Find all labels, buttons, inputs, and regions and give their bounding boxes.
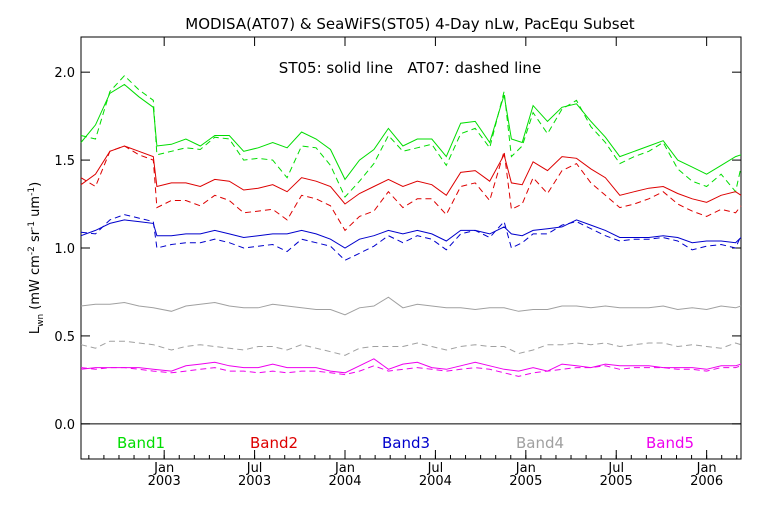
y-axis-label-units-a: (mW cm: [28, 255, 43, 314]
legend-label-band1: Band1: [117, 434, 165, 452]
series-line-band3-at07: [80, 214, 742, 261]
legend-label-band5: Band5: [646, 434, 694, 452]
x-tick-year-label: 2003: [148, 474, 181, 489]
y-tick-label: 0.5: [54, 330, 75, 345]
plot-area: 0.00.51.01.52.0Jan2003Jul2003Jan2004Jul2…: [54, 36, 742, 489]
x-tick-month-label: Jan: [515, 461, 536, 476]
y-tick-label: 2.0: [54, 66, 75, 81]
y-axis-label-main: L: [28, 326, 43, 334]
plot-frame: [80, 36, 742, 460]
y-tick-label: 1.0: [54, 242, 75, 257]
x-tick-month-label: Jan: [153, 461, 174, 476]
x-tick-year-label: 2004: [419, 474, 452, 489]
x-tick-year-label: 2005: [509, 474, 542, 489]
series-line-band4-st05: [80, 296, 742, 316]
series-line-band2-at07: [80, 145, 742, 232]
legend-label-band3: Band3: [382, 434, 430, 452]
x-tick-month-label: Jul: [607, 461, 624, 476]
x-tick-month-label: Jan: [334, 461, 355, 476]
y-axis-label-units-c: um: [28, 196, 43, 221]
line-style-annotation: ST05: solid line AT07: dashed line: [279, 59, 541, 77]
y-axis-label-units-b: sr: [28, 229, 43, 246]
y-axis-label-sup2: -1: [27, 221, 37, 230]
x-tick-month-label: Jul: [246, 461, 263, 476]
legend-label-band2: Band2: [250, 434, 298, 452]
series-line-band5-at07: [80, 365, 742, 377]
x-tick-year-label: 2005: [600, 474, 633, 489]
series-line-band1-st05: [80, 83, 742, 181]
series-line-band5-st05: [80, 358, 742, 374]
x-tick-month-label: Jan: [696, 461, 717, 476]
x-tick-year-label: 2004: [328, 474, 361, 489]
series-line-band2-st05: [80, 145, 742, 205]
y-tick-label: 1.5: [54, 154, 75, 169]
y-axis-label-units-d: ): [28, 182, 43, 187]
y-axis-label: Lwn (mW cm-2 sr-1 um-1): [27, 182, 46, 334]
x-tick-year-label: 2006: [690, 474, 723, 489]
series-line-band1-at07: [80, 74, 742, 198]
y-axis-label-sup1: -2: [27, 246, 37, 255]
x-tick-month-label: Jul: [427, 461, 444, 476]
series-line-band3-st05: [80, 219, 742, 249]
y-axis-label-sup3: -1: [27, 187, 37, 196]
y-tick-label: 0.0: [54, 418, 75, 433]
x-tick-year-label: 2003: [238, 474, 271, 489]
chart-title: MODISA(AT07) & SeaWiFS(ST05) 4-Day nLw, …: [185, 15, 634, 33]
series-line-band4-at07: [80, 340, 742, 356]
y-axis-label-sub: wn: [36, 314, 46, 327]
legend-label-band4: Band4: [516, 434, 564, 452]
